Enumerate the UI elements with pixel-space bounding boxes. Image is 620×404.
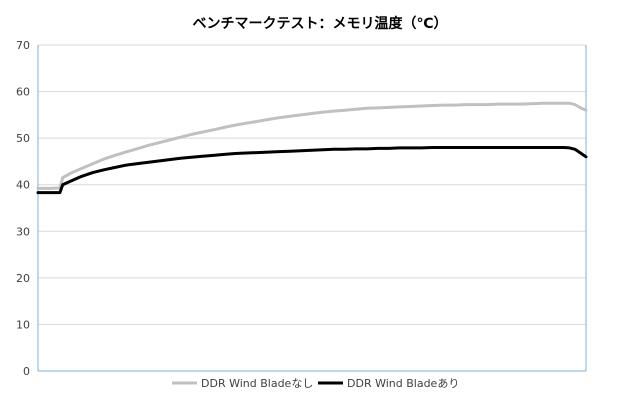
y-tick-label-50: 50 [16,132,30,145]
y-axis-ticks: 0 10 20 30 40 50 60 70 [16,39,30,378]
y-tick-label-20: 20 [16,272,30,285]
series-line-2 [36,146,588,195]
chart-title: ベンチマークテスト：メモリ温度（℃） [193,15,448,32]
y-tick-label-40: 40 [16,179,30,192]
grid-lines [38,44,586,325]
y-tick-label-0: 0 [23,365,30,378]
legend-label-1: DDR Wind Bladeなし [201,377,313,390]
series-lines [36,101,588,195]
series-line-1 [36,101,588,190]
y-tick-label-30: 30 [16,225,30,238]
legend: DDR Wind Bladeなし DDR Wind Bladeあり [172,377,459,390]
y-tick-label-10: 10 [16,318,30,331]
y-tick-label-60: 60 [16,86,30,99]
axes [37,45,587,372]
y-tick-label-70: 70 [16,39,30,52]
legend-label-2: DDR Wind Bladeあり [347,377,459,390]
